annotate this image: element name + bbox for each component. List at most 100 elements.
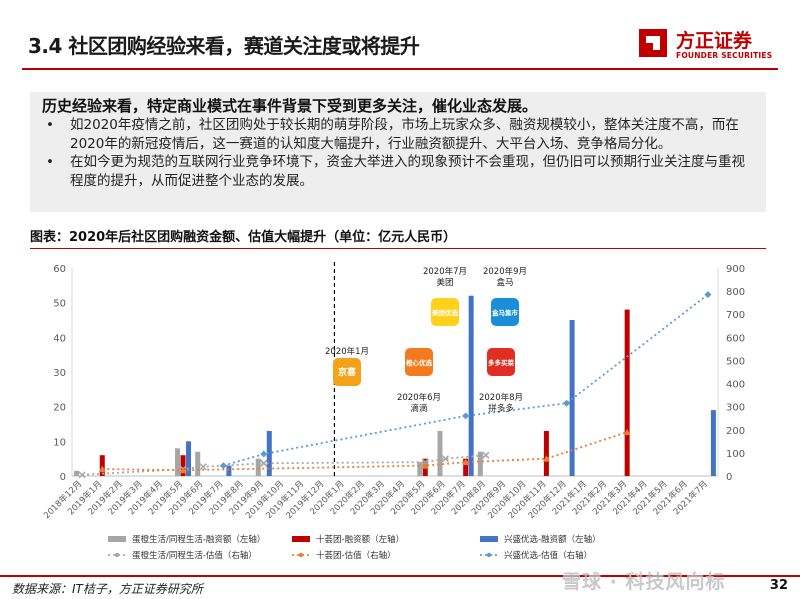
y2-tick-label: 300	[726, 403, 745, 414]
series-point	[219, 462, 227, 470]
series-point	[462, 458, 470, 466]
footer-divider	[0, 575, 800, 577]
y-tick-label: 50	[53, 299, 66, 310]
bar	[266, 430, 272, 476]
event-date: 2020年9月	[483, 266, 527, 277]
series-point	[482, 451, 490, 459]
company-logo-text: 京喜	[338, 366, 356, 378]
legend-swatch	[480, 536, 498, 542]
y2-tick-label: 800	[726, 287, 745, 298]
company-logo-text: 美团优选	[432, 308, 459, 317]
bar	[74, 470, 80, 476]
summary-headline: 历史经验来看，特定商业模式在事件背景下受到更多关注，催化业态发展。	[42, 97, 538, 115]
event-company: 美团	[436, 277, 453, 288]
y-tick-label: 30	[53, 368, 66, 379]
legend-swatch	[108, 536, 126, 542]
bar	[180, 455, 186, 476]
event-date: 2020年8月	[479, 392, 523, 403]
y2-tick-label: 0	[726, 472, 732, 483]
watermark: 雪球 · 科技风向标	[562, 571, 726, 593]
company-logo-icon	[487, 348, 515, 376]
legend-label: 蛋橙生活/同程生活-估值（右轴）	[132, 550, 257, 561]
y2-tick-label: 400	[726, 380, 745, 391]
bullet-item: 在如今更为规范的互联网行业竞争环境下，资金大举进入的现象预计不会重现，但仍旧可以…	[42, 153, 754, 190]
y-tick-label: 0	[60, 472, 66, 483]
page-title: 3.4 社区团购经验来看，赛道关注度或将提升	[28, 34, 420, 58]
event-date: 2020年6月	[397, 392, 441, 403]
legend-label: 兴盛优选-融资额（左轴）	[504, 534, 601, 545]
bar	[226, 465, 232, 476]
event-company: 盒马	[496, 277, 513, 288]
bullet-item: 如2020年疫情之前，社区团购处于较长期的萌芽阶段，市场上玩家众多、融资规模较小…	[42, 116, 754, 153]
legend-label: 十荟团-融资额（左轴）	[316, 534, 404, 545]
legend-marker	[486, 552, 492, 558]
company-logo-icon	[491, 298, 519, 326]
series-point	[98, 465, 106, 473]
bar	[543, 430, 549, 476]
series-point	[542, 455, 550, 462]
page-number: 32	[769, 578, 788, 593]
y-tick-label: 40	[53, 333, 66, 344]
caption-divider	[30, 248, 766, 249]
event-company: 拼多多	[488, 403, 514, 414]
series-point	[704, 291, 712, 299]
y2-tick-label: 100	[726, 449, 745, 460]
y2-tick-label: 700	[726, 310, 745, 321]
legend-label: 兴盛优选-估值（右轴）	[504, 550, 592, 561]
event-company: 滴滴	[410, 403, 427, 414]
logo-cn-text: 方正证券	[676, 30, 753, 52]
company-logo-text: 盒马集市	[491, 308, 519, 317]
bar	[463, 458, 469, 476]
bar	[477, 451, 483, 476]
y-tick-label: 10	[53, 437, 66, 448]
title-divider	[22, 68, 778, 70]
chart-caption: 图表：2020年后社区团购融资金额、估值大幅提升（单位：亿元人民币）	[30, 230, 457, 245]
source-note: 数据来源：IT桔子，方正证券研究所	[12, 582, 203, 596]
company-logo-text: 多多买菜	[488, 358, 515, 367]
series-point	[78, 471, 86, 479]
bar	[195, 451, 201, 476]
bar	[186, 441, 192, 476]
series-point	[260, 459, 268, 467]
event-annotation: 2020年1月京东京喜	[325, 346, 369, 386]
company-logo-icon	[405, 348, 433, 376]
event-date: 2020年1月	[325, 346, 369, 357]
company-logo-text: 橙心优选	[406, 358, 433, 367]
company-logo-icon	[431, 298, 459, 326]
y2-tick-label: 200	[726, 426, 745, 437]
bar	[417, 462, 423, 476]
y2-tick-label: 900	[726, 264, 745, 275]
series-line	[223, 293, 709, 467]
series-point	[623, 428, 631, 436]
series-point	[563, 399, 571, 407]
y2-tick-label: 600	[726, 333, 745, 344]
legend-marker	[298, 552, 304, 558]
y-tick-label: 60	[53, 264, 66, 275]
series-point	[421, 462, 429, 469]
legend-label: 十荟团-估值（右轴）	[316, 550, 396, 561]
bar	[624, 309, 630, 476]
y-tick-label: 20	[53, 403, 66, 414]
funding-valuation-chart: 0102030405060010020030040050060070080090…	[41, 262, 745, 561]
y2-tick-label: 500	[726, 356, 745, 367]
legend-label: 蛋橙生活/同程生活-融资额（左轴）	[132, 534, 265, 545]
bar	[437, 430, 443, 476]
logo-en-text: FOUNDER SECURITIES	[676, 51, 773, 60]
legend-swatch	[292, 536, 310, 542]
series-point	[260, 450, 268, 458]
series-point	[179, 466, 187, 474]
bar	[468, 295, 474, 476]
series-point	[462, 412, 470, 420]
bar	[175, 448, 181, 476]
series-point	[199, 463, 207, 471]
summary-bullets: 如2020年疫情之前，社区团购处于较长期的萌芽阶段，市场上玩家众多、融资规模较小…	[42, 116, 754, 190]
bar	[255, 458, 261, 476]
legend-marker	[114, 552, 120, 558]
bar	[710, 410, 716, 476]
event-date: 2020年7月	[423, 266, 467, 277]
company-logo: 方正证券 FOUNDER SECURITIES	[636, 24, 786, 64]
